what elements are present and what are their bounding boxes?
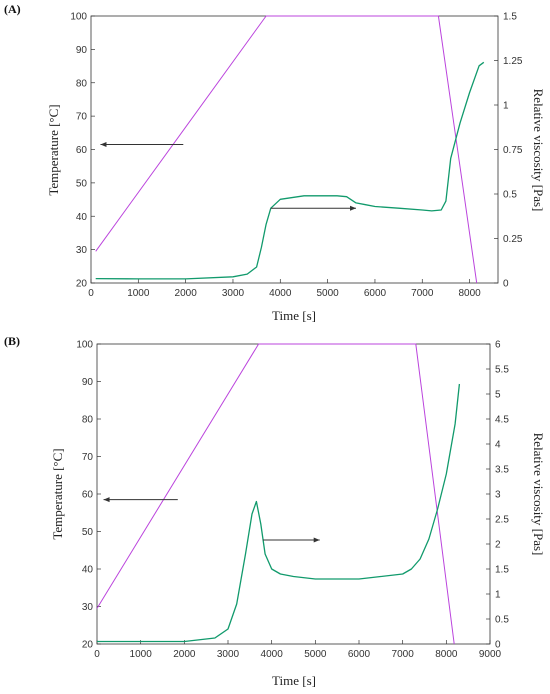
y-ticks-left-a: 20 30 40 50 60 70 80 90 100 — [70, 12, 95, 290]
y-axis-title-left-a: Temperature [°C] — [46, 104, 61, 195]
y-tick-right-label: 5 — [495, 390, 501, 401]
y-tick-right-label: 3 — [495, 490, 501, 501]
x-tick-label: 3000 — [222, 288, 245, 299]
panel-label-a: (A) — [4, 2, 21, 16]
y-tick-right-label: 0 — [503, 279, 509, 290]
y-tick-right-label: 1 — [495, 590, 501, 601]
x-tick-label: 3000 — [217, 649, 240, 660]
y-tick-right-label: 2.5 — [495, 515, 509, 526]
series-a — [95, 15, 485, 284]
x-tick-label: 0 — [94, 649, 100, 660]
temperature-line-b — [96, 343, 455, 645]
y-tick-left-label: 30 — [76, 245, 88, 256]
x-tick-label: 5000 — [317, 288, 340, 299]
axis-pointer-arrowhead — [103, 497, 110, 503]
x-tick-label: 8000 — [458, 288, 481, 299]
viscosity-line-b — [97, 383, 461, 643]
y-tick-right-label: 6 — [495, 340, 501, 351]
x-tick-label: 4000 — [261, 649, 284, 660]
plot-frame-b — [96, 343, 491, 645]
panel-label-b: (B) — [4, 334, 20, 348]
y-tick-left-label: 100 — [70, 12, 87, 23]
y-tick-left-label: 20 — [82, 640, 94, 651]
plot-frame-a — [90, 15, 499, 284]
x-tick-label: 2000 — [173, 649, 196, 660]
x-tick-label: 7000 — [392, 649, 415, 660]
y-tick-left-label: 30 — [82, 602, 94, 613]
y-tick-left-label: 90 — [82, 377, 94, 388]
y-tick-left-label: 80 — [76, 78, 88, 89]
x-tick-label: 1000 — [130, 649, 153, 660]
y-tick-right-label: 0 — [495, 640, 501, 651]
y-tick-left-label: 70 — [82, 452, 94, 463]
y-tick-right-label: 2 — [495, 540, 501, 551]
x-tick-label: 9000 — [479, 649, 502, 660]
y-tick-right-label: 0.5 — [495, 615, 509, 626]
y-tick-left-label: 20 — [76, 279, 88, 290]
y-tick-right-label: 0.75 — [503, 145, 523, 156]
viscosity-line-a — [95, 61, 485, 280]
arrows-a — [100, 141, 357, 211]
x-tick-label: 2000 — [175, 288, 198, 299]
y-tick-right-label: 1.5 — [503, 12, 517, 23]
y-tick-right-label: 1 — [503, 101, 509, 112]
y-tick-right-label: 3.5 — [495, 465, 509, 476]
x-tick-label: 8000 — [435, 649, 458, 660]
x-axis-title-a: Time [s] — [272, 308, 316, 323]
y-tick-right-label: 1.5 — [495, 565, 509, 576]
x-tick-label: 6000 — [348, 649, 371, 660]
chart-panel-a: (A) 0 1000 2000 3000 4000 5000 6000 7000 8000 20… — [4, 2, 546, 323]
x-tick-label: 6000 — [364, 288, 387, 299]
x-ticks-a: 0 1000 2000 3000 4000 5000 6000 7000 8000 — [88, 279, 481, 299]
temperature-line-a — [95, 15, 478, 284]
x-ticks-b: 0 1000 2000 3000 4000 5000 6000 7000 8000 9000 — [94, 640, 502, 660]
y-tick-left-label: 70 — [76, 112, 88, 123]
chart-panel-b: (B) 0 1000 2000 3000 4000 5000 6000 7000 8000 900… — [4, 334, 546, 688]
y-ticks-right-b: 0 0.5 1 1.5 2 2.5 3 3.5 4 4.5 5 5.5 6 — [486, 340, 509, 651]
y-tick-right-label: 4 — [495, 440, 501, 451]
x-axis-title-b: Time [s] — [272, 673, 316, 688]
y-tick-right-label: 5.5 — [495, 365, 509, 376]
x-tick-label: 5000 — [304, 649, 327, 660]
arrows-b — [103, 497, 320, 543]
y-tick-right-label: 0.25 — [503, 234, 523, 245]
axis-pointer-arrowhead — [100, 141, 107, 147]
y-tick-left-label: 60 — [76, 145, 88, 156]
series-b — [96, 343, 461, 645]
y-tick-right-label: 1.25 — [503, 56, 523, 67]
y-tick-left-label: 50 — [76, 178, 88, 189]
axis-pointer-arrowhead — [313, 537, 320, 543]
axis-pointer-arrowhead — [350, 205, 357, 211]
y-tick-right-label: 0.5 — [503, 190, 517, 201]
x-tick-label: 1000 — [127, 288, 150, 299]
y-tick-left-label: 100 — [76, 340, 93, 351]
y-tick-left-label: 80 — [82, 415, 94, 426]
x-tick-label: 4000 — [269, 288, 292, 299]
y-tick-left-label: 40 — [76, 212, 88, 223]
y-axis-title-right-b: Relative viscosity [Pas] — [531, 433, 546, 556]
x-tick-label: 7000 — [411, 288, 434, 299]
y-tick-right-label: 4.5 — [495, 415, 509, 426]
y-axis-title-left-b: Temperature [°C] — [50, 448, 65, 539]
y-ticks-right-a: 0 0.25 0.5 0.75 1 1.25 1.5 — [494, 12, 523, 290]
y-tick-left-label: 90 — [76, 45, 88, 56]
y-axis-title-right-a: Relative viscosity [Pas] — [531, 89, 546, 212]
y-tick-left-label: 40 — [82, 565, 94, 576]
y-tick-left-label: 60 — [82, 490, 94, 501]
x-tick-label: 0 — [88, 288, 94, 299]
y-tick-left-label: 50 — [82, 527, 94, 538]
y-ticks-left-b: 20 30 40 50 60 70 80 90 100 — [76, 340, 101, 651]
